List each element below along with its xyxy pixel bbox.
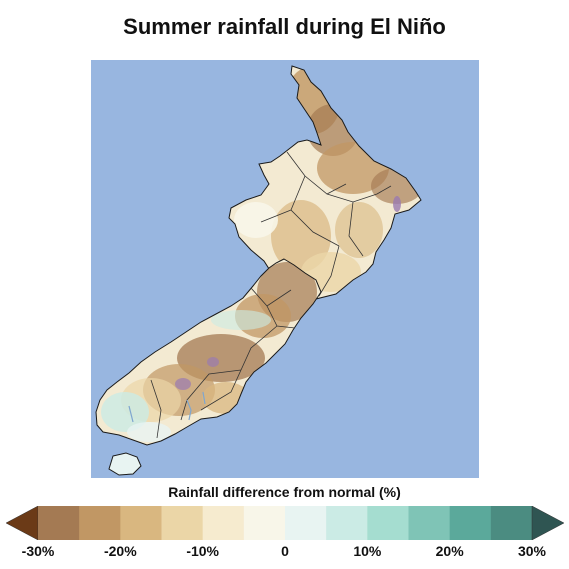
colorbar-bin — [326, 506, 368, 540]
colorbar-bin — [38, 506, 80, 540]
south-island — [95, 258, 322, 446]
colorbar-bin — [408, 506, 451, 540]
colorbar-bin — [367, 506, 409, 540]
colorbar-over-arrow — [531, 506, 564, 540]
colorbar-tick-label: 30% — [517, 543, 547, 559]
colorbar-bin — [161, 506, 204, 540]
colorbar-bin — [120, 506, 162, 540]
colorbar-tick-label: -10% — [186, 543, 219, 559]
colorbar-tick-label: 20% — [435, 543, 464, 559]
chart-title: Summer rainfall during El Niño — [123, 14, 446, 39]
colorbar — [6, 506, 564, 540]
colorbar-bin — [285, 506, 327, 540]
colorbar-bin — [243, 506, 286, 540]
colorbar-tick-label: -30% — [21, 543, 55, 559]
new-zealand-map — [95, 65, 422, 476]
colorbar-tick-label: 10% — [353, 543, 382, 559]
colorbar-bin — [79, 506, 121, 540]
legend-title: Rainfall difference from normal (%) — [168, 484, 401, 500]
colorbar-tick-label: -20% — [103, 543, 137, 559]
colorbar-bin — [202, 506, 245, 540]
colorbar-bin — [490, 506, 533, 540]
colorbar-tick-label: 0 — [281, 543, 289, 559]
colorbar-bin — [449, 506, 492, 540]
colorbar-under-arrow — [6, 506, 39, 540]
stewart-island — [108, 452, 142, 476]
north-island — [228, 65, 422, 311]
map-panel — [91, 60, 479, 478]
